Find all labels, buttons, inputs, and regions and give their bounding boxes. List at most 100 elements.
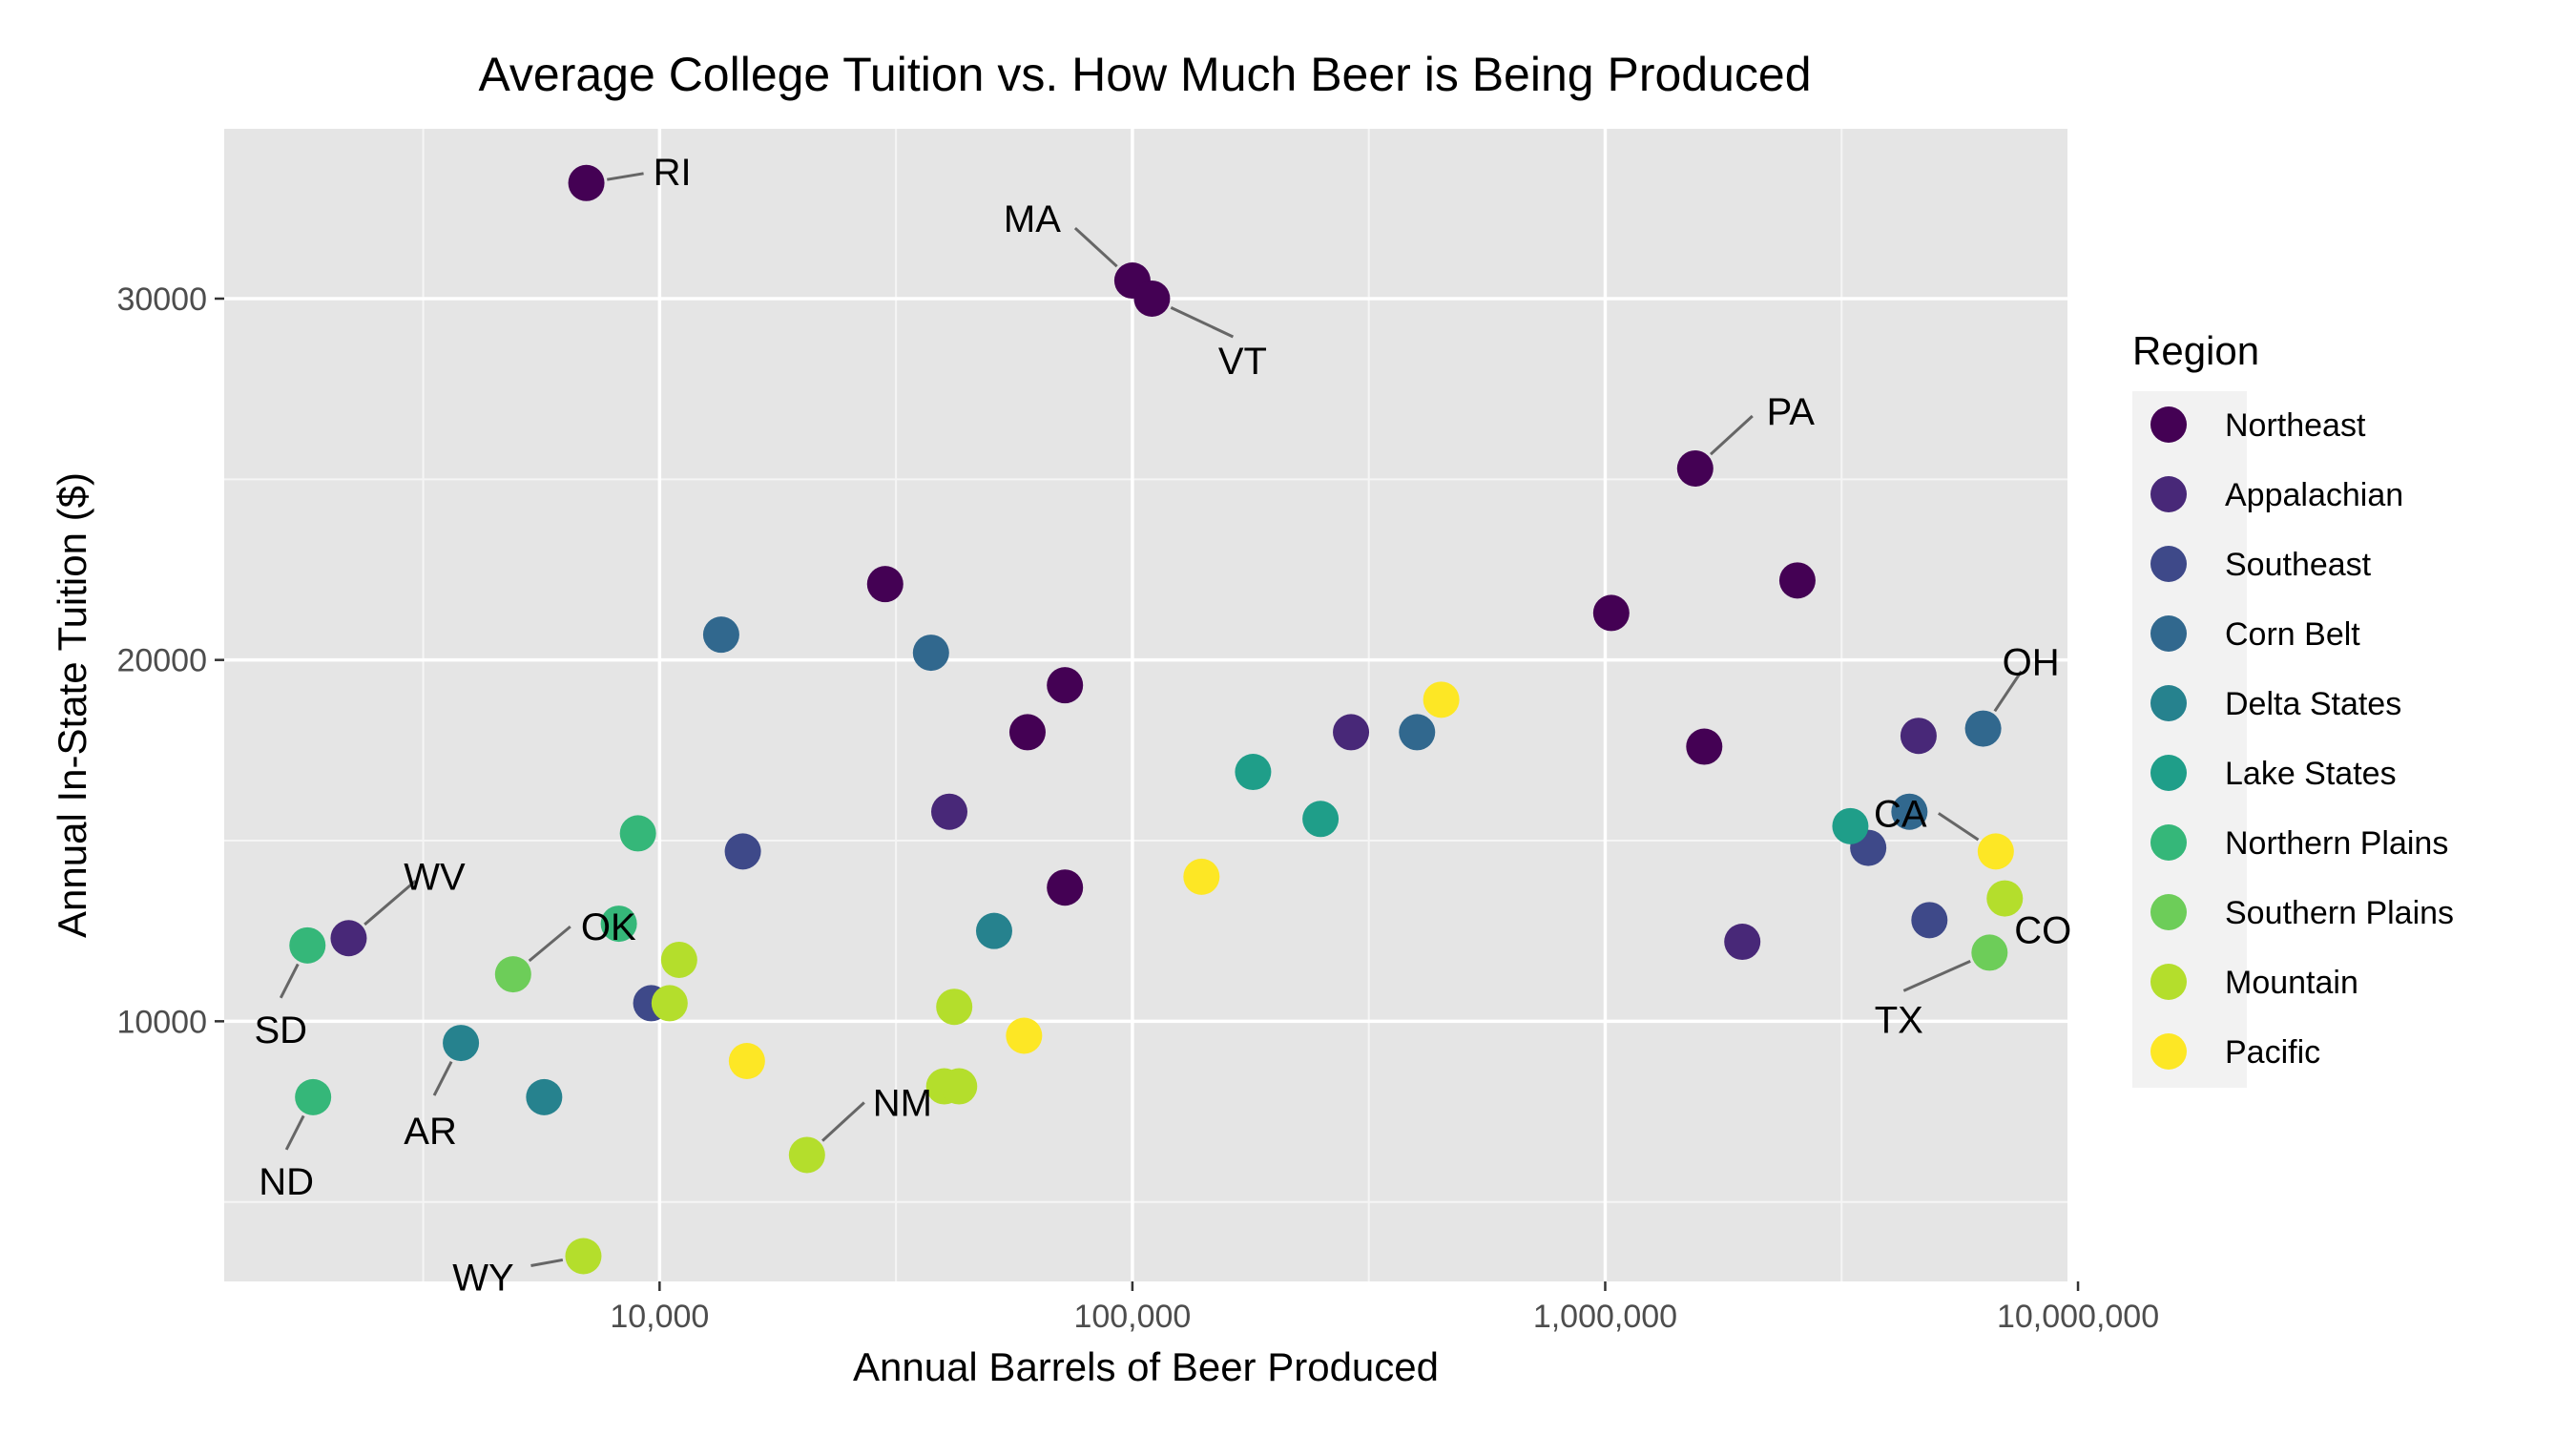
legend: Region Northeast Appalachian Southeast Corn…	[2132, 328, 2454, 1088]
data-point	[1235, 754, 1272, 791]
label-connector-line	[1073, 226, 1118, 268]
point-label: CA	[1874, 793, 1927, 835]
legend-label: Appalachian	[2225, 477, 2403, 513]
point-label: SD	[254, 1009, 307, 1051]
data-point	[1778, 562, 1816, 599]
data-point	[975, 912, 1012, 949]
legend-label: Northeast	[2225, 407, 2366, 444]
grid-lines	[224, 129, 2080, 1281]
data-point	[1047, 667, 1084, 704]
data-point	[1399, 714, 1436, 751]
data-point	[1047, 869, 1084, 906]
chart-title: Average College Tuition vs. How Much Bee…	[478, 48, 1811, 101]
legend-key	[2150, 964, 2187, 1000]
data-point	[651, 985, 688, 1022]
data-point	[1592, 594, 1630, 632]
label-connector-line	[1993, 670, 2023, 713]
data-point	[1008, 714, 1046, 751]
data-point	[1977, 833, 2014, 870]
axes: 10,000 100,000 1,000,000 10,000,000 10000 200…	[116, 281, 2159, 1335]
data-point	[295, 1078, 332, 1115]
data-point	[600, 905, 637, 943]
point-label: VT	[1218, 341, 1267, 383]
data-point	[788, 1136, 825, 1174]
legend-key	[2150, 1033, 2187, 1070]
legend-items: Northeast Appalachian Southeast Corn Belt De…	[2150, 406, 2454, 1071]
data-point	[931, 793, 968, 830]
legend-key	[2150, 894, 2187, 930]
label-connectors	[279, 172, 2023, 1267]
label-connector-line	[1170, 305, 1235, 339]
data-point	[1964, 710, 2002, 747]
data-point	[1676, 449, 1714, 487]
label-connector-line	[1902, 959, 1971, 992]
label-connector-line	[364, 880, 417, 926]
legend-key	[2150, 685, 2187, 721]
legend-label: Southeast	[2225, 547, 2372, 583]
point-label: PA	[1767, 391, 1816, 433]
x-tick-label: 10,000,000	[1997, 1299, 2159, 1335]
point-label: MA	[1004, 198, 1061, 240]
legend-label: Mountain	[2225, 965, 2358, 1001]
data-point	[619, 815, 656, 852]
legend-key	[2150, 476, 2187, 512]
point-label: AR	[404, 1111, 457, 1153]
data-point	[1900, 718, 1937, 755]
data-point	[1686, 728, 1723, 765]
y-tick-label: 30000	[116, 281, 207, 318]
point-label: OK	[581, 906, 636, 948]
legend-label: Northern Plains	[2225, 825, 2448, 862]
data-point	[1986, 880, 2024, 917]
legend-title: Region	[2132, 328, 2259, 373]
data-point	[443, 1025, 480, 1062]
y-tick-label: 10000	[116, 1004, 207, 1040]
y-axis-title: Annual In-State Tuition ($)	[50, 472, 94, 938]
x-axis-title: Annual Barrels of Beer Produced	[853, 1344, 1439, 1389]
label-connector-line	[530, 1258, 564, 1267]
data-point	[568, 164, 605, 201]
data-point	[866, 566, 904, 603]
point-label: WV	[404, 856, 466, 898]
point-labels: RI MA VT PA WV OH AR SD ND OK TX WY NM CO CA	[254, 152, 2071, 1300]
legend-key	[2150, 615, 2187, 652]
x-tick-label: 100,000	[1073, 1299, 1191, 1335]
point-label: RI	[654, 152, 692, 194]
point-label: TX	[1875, 999, 1923, 1041]
label-connector-line	[1938, 812, 1980, 842]
legend-label: Delta States	[2225, 686, 2401, 722]
data-point	[1006, 1017, 1043, 1054]
data-point	[936, 989, 973, 1026]
legend-key	[2150, 546, 2187, 582]
data-point	[1423, 681, 1460, 718]
data-point	[941, 1068, 978, 1105]
legend-label: Lake States	[2225, 756, 2397, 792]
legend-key-panel	[2132, 391, 2247, 1088]
legend-label: Corn Belt	[2225, 616, 2360, 653]
label-connector-line	[284, 1114, 305, 1151]
data-point	[289, 926, 326, 964]
data-point	[724, 833, 761, 870]
data-point	[1911, 902, 1948, 939]
data-point	[1183, 858, 1220, 895]
data-point	[330, 920, 367, 957]
data-point	[660, 941, 697, 978]
point-label: WY	[452, 1257, 513, 1299]
y-tick-label: 20000	[116, 643, 207, 679]
point-label: CO	[2014, 910, 2071, 952]
legend-key	[2150, 824, 2187, 861]
data-point	[1971, 934, 2008, 971]
point-label: OH	[2003, 642, 2060, 684]
legend-label: Southern Plains	[2225, 895, 2454, 931]
legend-key	[2150, 755, 2187, 791]
data-point	[1133, 280, 1171, 317]
label-connector-line	[821, 1101, 865, 1142]
label-connector-line	[528, 925, 571, 963]
point-label: ND	[259, 1161, 314, 1203]
data-point	[565, 1238, 602, 1275]
data-point	[526, 1078, 563, 1115]
data-point	[1891, 793, 1928, 830]
label-connector-line	[607, 172, 644, 181]
legend-label: Pacific	[2225, 1034, 2320, 1071]
